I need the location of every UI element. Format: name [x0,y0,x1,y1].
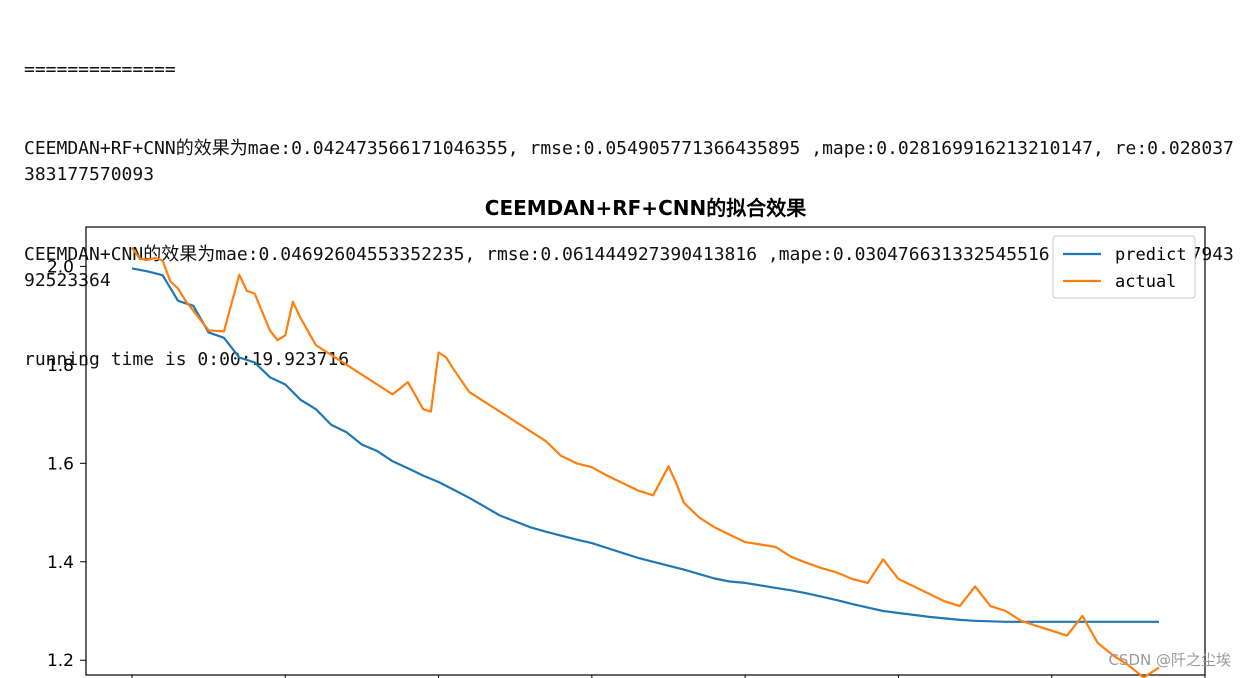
chart-title: CEEMDAN+RF+CNN的拟合效果 [484,196,807,220]
y-tick-label: 1.8 [47,356,74,376]
legend: predict actual [1052,235,1196,299]
console-output: ============== CEEMDAN+RF+CNN的效果为mae:0.0… [24,4,1239,400]
plot-border [85,226,1206,676]
x-axis [131,675,1206,678]
series-line-actual [131,247,1160,678]
y-tick-label: 1.6 [47,454,74,474]
console-separator: ============== [24,58,176,80]
y-tick-label: 1.4 [47,553,74,573]
y-tick-label: 1.2 [47,651,74,671]
legend-box [1052,235,1196,299]
y-tick-label: 2.0 [47,257,74,277]
y-axis: 1.2 1.4 1.6 1.8 2.0 [47,257,86,671]
legend-label-actual: actual [1115,272,1176,292]
console-line-running-time: running time is 0:00:19.923716 [24,349,350,371]
watermark: CSDN @阡之尘埃 [1108,651,1231,669]
console-line-rf-cnn-metrics: CEEMDAN+RF+CNN的效果为mae:0.0424735661710463… [24,138,1234,186]
legend-label-predict: predict [1115,245,1187,265]
series-line-predict [131,267,1159,623]
series-layer [131,247,1160,678]
axes-frame [85,226,1206,676]
